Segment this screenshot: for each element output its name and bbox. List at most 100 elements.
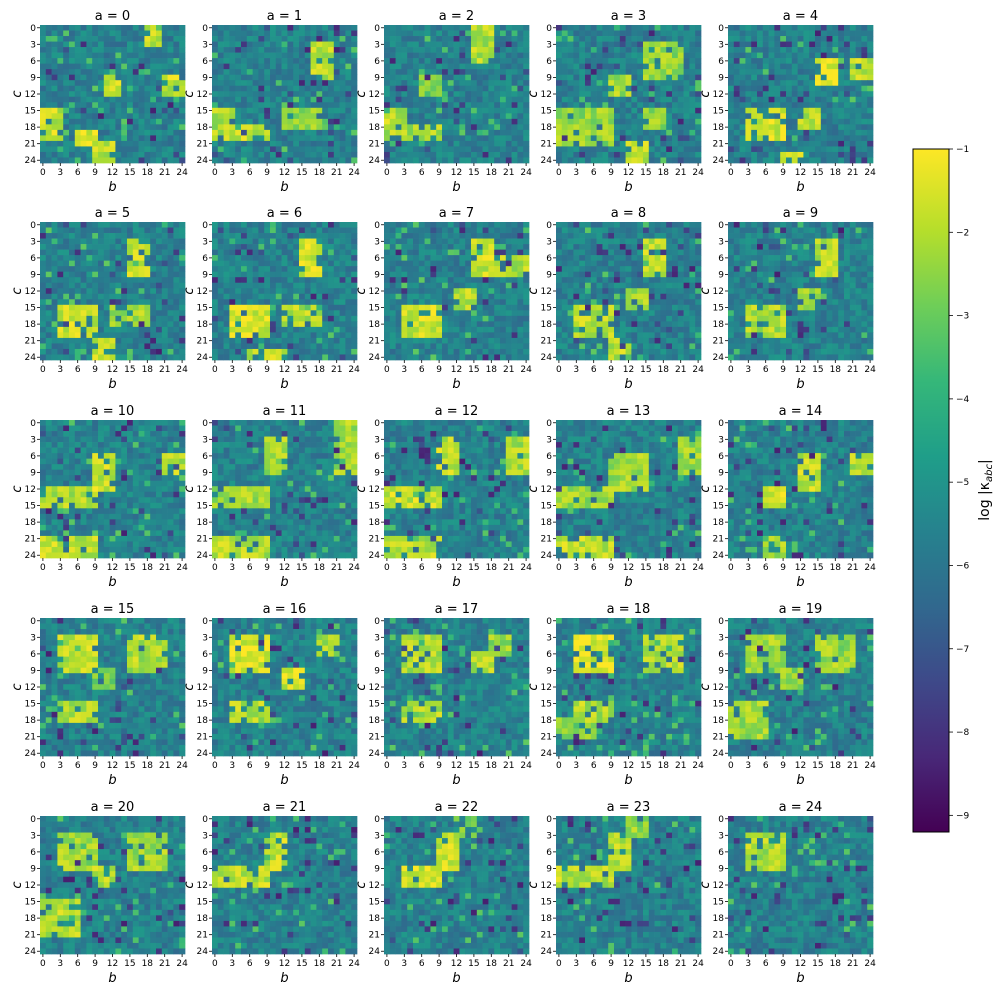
heatmap-cell bbox=[436, 260, 443, 267]
heatmap-cell bbox=[762, 118, 769, 125]
heatmap-cell bbox=[80, 74, 87, 81]
heatmap-cell bbox=[797, 63, 804, 70]
heatmap-cell bbox=[488, 58, 495, 64]
heatmap-cell bbox=[80, 91, 87, 98]
heatmap-cell bbox=[156, 63, 163, 70]
heatmap-cell bbox=[820, 135, 827, 142]
heatmap-cell bbox=[660, 146, 667, 153]
heatmap-cell bbox=[844, 58, 851, 64]
heatmap-cell bbox=[322, 25, 329, 31]
heatmap-cell bbox=[482, 47, 489, 53]
heatmap-cell bbox=[619, 157, 626, 164]
heatmap-cell bbox=[281, 337, 288, 344]
heatmap-cell bbox=[471, 282, 478, 289]
heatmap-cell bbox=[351, 157, 358, 164]
heatmap-cell bbox=[328, 47, 335, 53]
heatmap-cell bbox=[637, 113, 644, 120]
heatmap-cell bbox=[786, 151, 793, 158]
heatmap-cell bbox=[654, 124, 661, 131]
heatmap-cell bbox=[482, 233, 489, 239]
heatmap-cell bbox=[672, 157, 679, 164]
heatmap-cell bbox=[608, 135, 615, 142]
heatmap-cell bbox=[786, 118, 793, 125]
heatmap-cell bbox=[556, 124, 563, 131]
heatmap-cell bbox=[150, 102, 157, 109]
heatmap-cell bbox=[167, 30, 174, 37]
heatmap-cell bbox=[316, 293, 323, 300]
heatmap-cell bbox=[138, 255, 145, 261]
heatmap-cell bbox=[179, 288, 186, 295]
heatmap-cell bbox=[855, 146, 862, 153]
heatmap-cell bbox=[424, 151, 431, 158]
heatmap-cell bbox=[861, 157, 868, 164]
heatmap-cell bbox=[167, 124, 174, 131]
heatmap-cell bbox=[281, 299, 288, 306]
heatmap-cell bbox=[751, 80, 758, 87]
heatmap-cell bbox=[258, 288, 265, 295]
heatmap-cell bbox=[115, 222, 122, 228]
heatmap-cell bbox=[389, 102, 396, 109]
heatmap-cell bbox=[150, 238, 157, 245]
heatmap-cell bbox=[751, 96, 758, 103]
y-axis-label: c bbox=[10, 287, 25, 294]
heatmap-cell bbox=[797, 85, 804, 92]
x-tick-label: 18 bbox=[486, 168, 498, 178]
heatmap-cell bbox=[80, 266, 87, 273]
heatmap-cell bbox=[281, 343, 288, 350]
heatmap-cell bbox=[826, 25, 833, 31]
heatmap-cell bbox=[625, 69, 632, 76]
heatmap-cell bbox=[625, 41, 632, 48]
heatmap-cell bbox=[648, 118, 655, 125]
y-tick-label: 0 bbox=[546, 24, 552, 34]
heatmap-cell bbox=[167, 74, 174, 81]
heatmap-cell bbox=[459, 244, 466, 250]
heatmap-cell bbox=[838, 85, 845, 92]
heatmap-cell bbox=[345, 36, 352, 42]
heatmap-cell bbox=[815, 80, 822, 87]
heatmap-cell bbox=[861, 85, 868, 92]
heatmap-cell bbox=[241, 151, 248, 158]
heatmap-cell bbox=[867, 118, 874, 125]
heatmap-cell bbox=[339, 47, 346, 53]
heatmap-cell bbox=[138, 304, 145, 311]
heatmap-cell bbox=[608, 63, 615, 70]
heatmap-cell bbox=[672, 113, 679, 120]
heatmap-cell bbox=[418, 41, 425, 48]
heatmap-cell bbox=[689, 96, 696, 103]
heatmap-cell bbox=[275, 63, 282, 70]
heatmap-cell bbox=[74, 140, 81, 147]
heatmap-cell bbox=[345, 227, 352, 234]
heatmap-cell bbox=[389, 96, 396, 103]
heatmap-cell bbox=[316, 310, 323, 317]
heatmap-cell bbox=[138, 85, 145, 92]
heatmap-cell bbox=[476, 52, 483, 59]
heatmap-cell bbox=[138, 227, 145, 234]
heatmap-cell bbox=[98, 354, 105, 361]
heatmap-cell bbox=[596, 129, 603, 136]
heatmap-cell bbox=[103, 260, 110, 267]
heatmap-cell bbox=[229, 227, 236, 234]
heatmap-cell bbox=[115, 326, 122, 333]
heatmap-cell bbox=[476, 238, 483, 245]
heatmap-cell bbox=[567, 157, 574, 164]
heatmap-cell bbox=[413, 249, 420, 256]
heatmap-cell bbox=[45, 332, 52, 339]
heatmap-cell bbox=[339, 310, 346, 317]
heatmap-cell bbox=[418, 135, 425, 142]
heatmap-cell bbox=[109, 118, 116, 125]
heatmap-cell bbox=[322, 321, 329, 328]
heatmap-cell bbox=[293, 282, 300, 289]
heatmap-cell bbox=[453, 140, 460, 147]
heatmap-cell bbox=[590, 102, 597, 109]
heatmap-cell bbox=[505, 80, 512, 87]
heatmap-cell bbox=[505, 113, 512, 120]
heatmap-cell bbox=[63, 266, 70, 273]
heatmap-cell bbox=[328, 69, 335, 76]
heatmap-cell bbox=[74, 354, 81, 361]
y-tick-label: 6 bbox=[202, 57, 208, 67]
heatmap-cell bbox=[614, 96, 621, 103]
heatmap-cell bbox=[855, 157, 862, 164]
heatmap-cell bbox=[92, 304, 99, 311]
heatmap-cell bbox=[838, 30, 845, 37]
heatmap-cell bbox=[683, 85, 690, 92]
